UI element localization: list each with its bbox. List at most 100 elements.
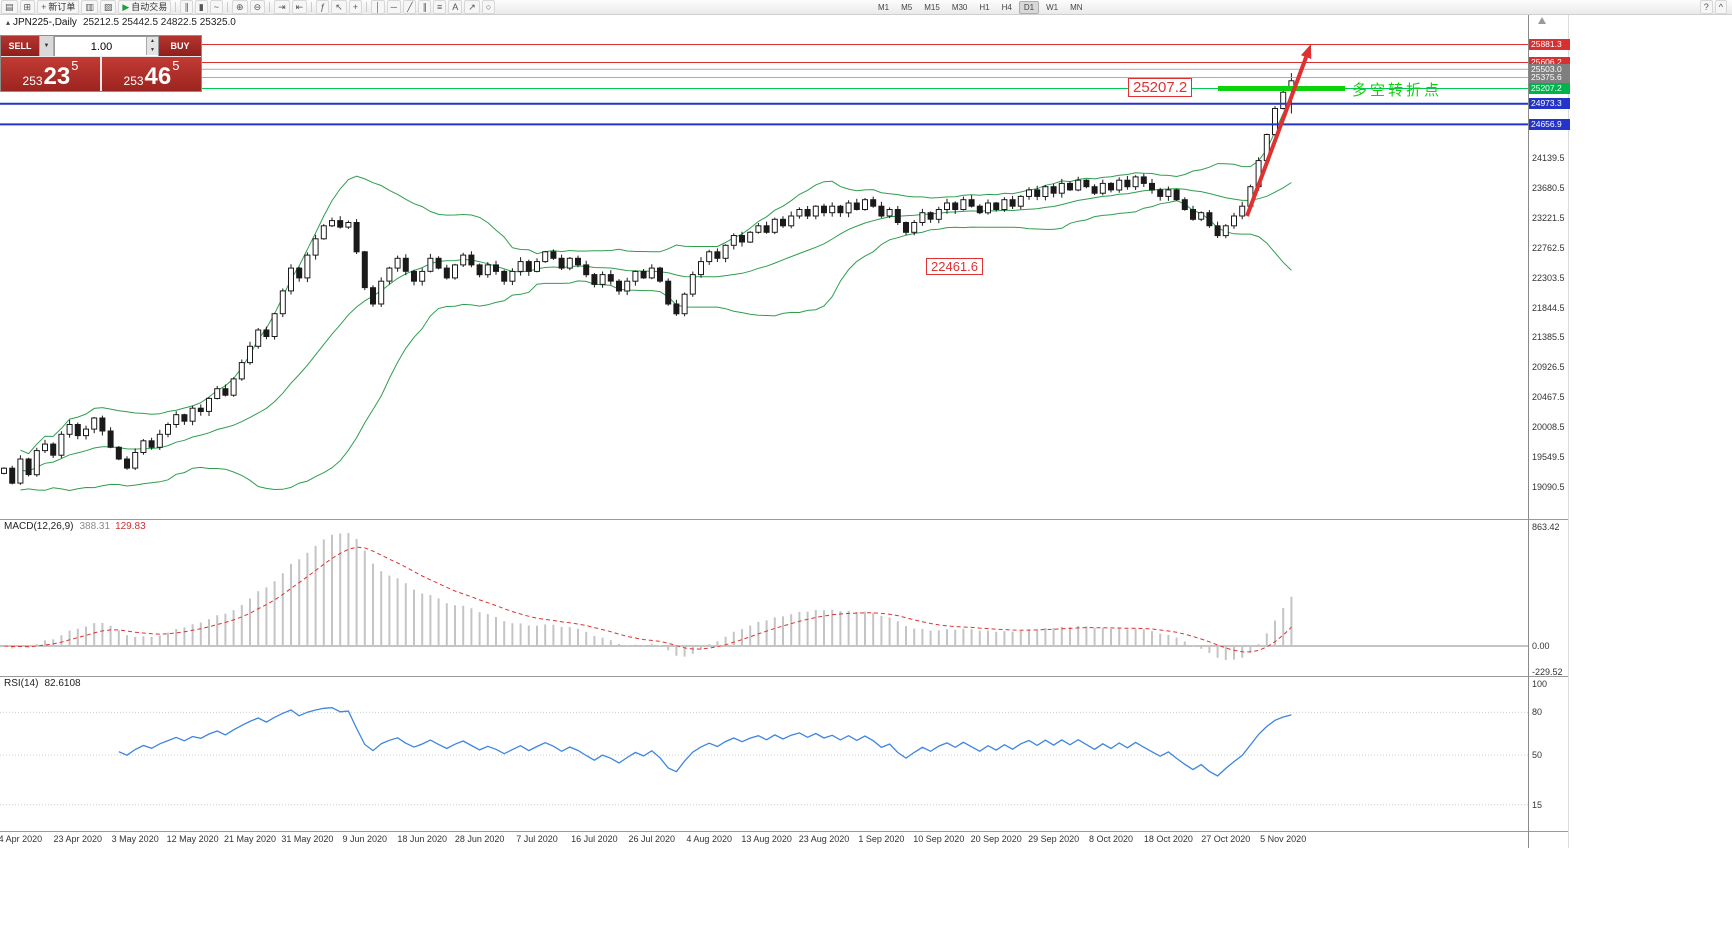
chart-shift-icon-glyph: ⇤: [295, 1, 304, 12]
chart-canvas[interactable]: [0, 0, 1568, 848]
rsi-value: 82.6108: [44, 678, 81, 689]
crosshair-icon-glyph: +: [352, 1, 359, 12]
candle: [173, 414, 180, 426]
zoom-out-icon[interactable]: ⊖: [249, 0, 266, 14]
price-marker-label: 25207.2: [1529, 82, 1570, 94]
tile-windows-icon[interactable]: ⊞: [19, 0, 36, 14]
zoom-in-icon[interactable]: ⊕: [232, 0, 248, 14]
macd-axis-tick: -229.52: [1532, 667, 1563, 677]
candle: [1083, 179, 1090, 188]
bar-chart-icon[interactable]: ∥: [180, 0, 193, 14]
date-axis-tick: 10 Sep 2020: [913, 834, 965, 844]
timeframe-mn[interactable]: MN: [1070, 3, 1083, 12]
candle: [804, 209, 811, 217]
turning-point-price-label[interactable]: 25207.2: [1128, 78, 1193, 97]
candle: [83, 428, 89, 437]
volume-input[interactable]: [55, 38, 158, 56]
symbol-name: JPN225-,Daily: [13, 17, 77, 28]
templates-icon[interactable]: ▨: [99, 0, 117, 14]
one-click-trade-widget: SELL ▼ ▲ ▼ BUY 253 23 5 253 46 5: [0, 35, 202, 92]
zoom-out-icon-glyph: ⊖: [253, 1, 262, 12]
trendline-icon[interactable]: ╱: [403, 0, 417, 14]
crosshair-icon[interactable]: +: [348, 0, 363, 14]
fibonacci-icon[interactable]: ≡: [432, 0, 447, 14]
date-axis-tick: 7 Jul 2020: [516, 834, 558, 844]
bar-chart-icon-glyph: ∥: [184, 1, 189, 12]
fibonacci-icon-glyph: ≡: [436, 1, 443, 12]
candlestick-chart-icon[interactable]: ▮: [194, 0, 208, 14]
date-axis-tick: 13 Aug 2020: [741, 834, 792, 844]
indicators-icon[interactable]: ƒ: [316, 0, 330, 14]
candle-wicks: [3, 73, 1292, 485]
buy-button[interactable]: BUY: [159, 36, 201, 56]
sell-button[interactable]: SELL: [1, 36, 39, 56]
candle: [911, 222, 918, 233]
candle: [837, 205, 844, 214]
chart-shift-icon[interactable]: ⇤: [291, 0, 308, 14]
mid-level-price-label[interactable]: 22461.6: [926, 258, 983, 275]
candle: [230, 378, 237, 396]
trend-arrow[interactable]: [1245, 56, 1308, 217]
line-chart-icon[interactable]: ~: [209, 0, 224, 14]
rsi-axis-tick: 100: [1532, 679, 1548, 689]
price-axis-tick: 20008.5: [1532, 422, 1565, 433]
shapes-icon[interactable]: ○: [481, 0, 496, 14]
channel-icon[interactable]: ∥: [418, 0, 431, 14]
timeframe-m30[interactable]: M30: [951, 3, 968, 12]
vertical-line-icon[interactable]: │: [371, 0, 385, 14]
candle: [862, 199, 868, 210]
auto-scroll-icon[interactable]: ⇥: [274, 0, 290, 14]
price-axis-tick: 21844.5: [1532, 302, 1565, 313]
help-icon[interactable]: ?: [1699, 0, 1713, 14]
timeframe-d1[interactable]: D1: [1018, 1, 1040, 14]
text-icon[interactable]: A: [448, 0, 463, 14]
timeframe-h4[interactable]: H4: [1001, 3, 1012, 12]
candle: [17, 458, 24, 484]
ask-price-prefix: 253: [123, 74, 144, 88]
candle: [886, 209, 893, 217]
toolbar: ▤ ⊞ + 新订单 ▥ ▨ ▶ 自动交易 ∥ ▮ ~ ⊕ ⊖ ⇥ ⇤ ƒ ↖ + │ ─ ╱ ∥ ≡ A ↗ ○ M1 M5 M15 M3…: [0, 0, 1732, 15]
ask-price-panel[interactable]: 253 46 5: [102, 57, 201, 91]
candle: [124, 458, 130, 469]
candle: [878, 205, 885, 217]
candle: [345, 222, 352, 228]
date-axis-tick: 23 Apr 2020: [53, 834, 103, 844]
profiles-icon[interactable]: ▥: [81, 0, 98, 14]
sell-dropdown-icon[interactable]: ▼: [39, 36, 54, 56]
price-axis-tick: 20467.5: [1532, 392, 1565, 403]
candle: [1042, 186, 1049, 197]
candle: [780, 218, 786, 227]
turning-point-line[interactable]: [1218, 86, 1345, 91]
timeframe-m5[interactable]: M5: [901, 3, 913, 12]
timeframe-h1[interactable]: H1: [979, 3, 990, 12]
price-axis-tick: 23221.5: [1532, 212, 1565, 223]
charts-window-icon[interactable]: ▤: [1, 0, 18, 14]
timeframe-w1[interactable]: W1: [1046, 3, 1059, 12]
candle: [91, 417, 98, 430]
candle: [845, 202, 852, 214]
candle: [107, 430, 114, 448]
toolbar-separator: [311, 2, 313, 12]
date-axis-tick: 12 May 2020: [166, 834, 219, 844]
cursor-icon[interactable]: ↖: [331, 0, 347, 14]
volume-spinner-down[interactable]: ▼: [146, 46, 158, 55]
price-axis-tick: 22303.5: [1532, 272, 1565, 283]
candle: [1001, 199, 1008, 210]
bid-price-panel[interactable]: 253 23 5: [1, 57, 100, 91]
horizontal-line-icon[interactable]: ─: [386, 0, 402, 14]
turning-point-text[interactable]: 多空转折点: [1352, 82, 1443, 99]
candle: [1173, 189, 1180, 201]
candle: [624, 280, 631, 292]
candle: [829, 205, 836, 214]
arrows-icon[interactable]: ↗: [464, 0, 480, 14]
bid-price-prefix: 253: [22, 74, 43, 88]
timeframe-m1[interactable]: M1: [878, 3, 890, 12]
timeframe-m15[interactable]: M15: [924, 3, 940, 12]
candle: [927, 212, 934, 220]
chart-shift-marker[interactable]: [1538, 17, 1546, 24]
new-order-button[interactable]: + 新订单: [37, 0, 80, 14]
candle: [689, 274, 696, 295]
channel-icon-glyph: ∥: [422, 1, 427, 12]
auto-trading-button[interactable]: ▶ 自动交易: [118, 0, 172, 14]
collapse-toolbar-icon[interactable]: ^: [1714, 0, 1727, 14]
